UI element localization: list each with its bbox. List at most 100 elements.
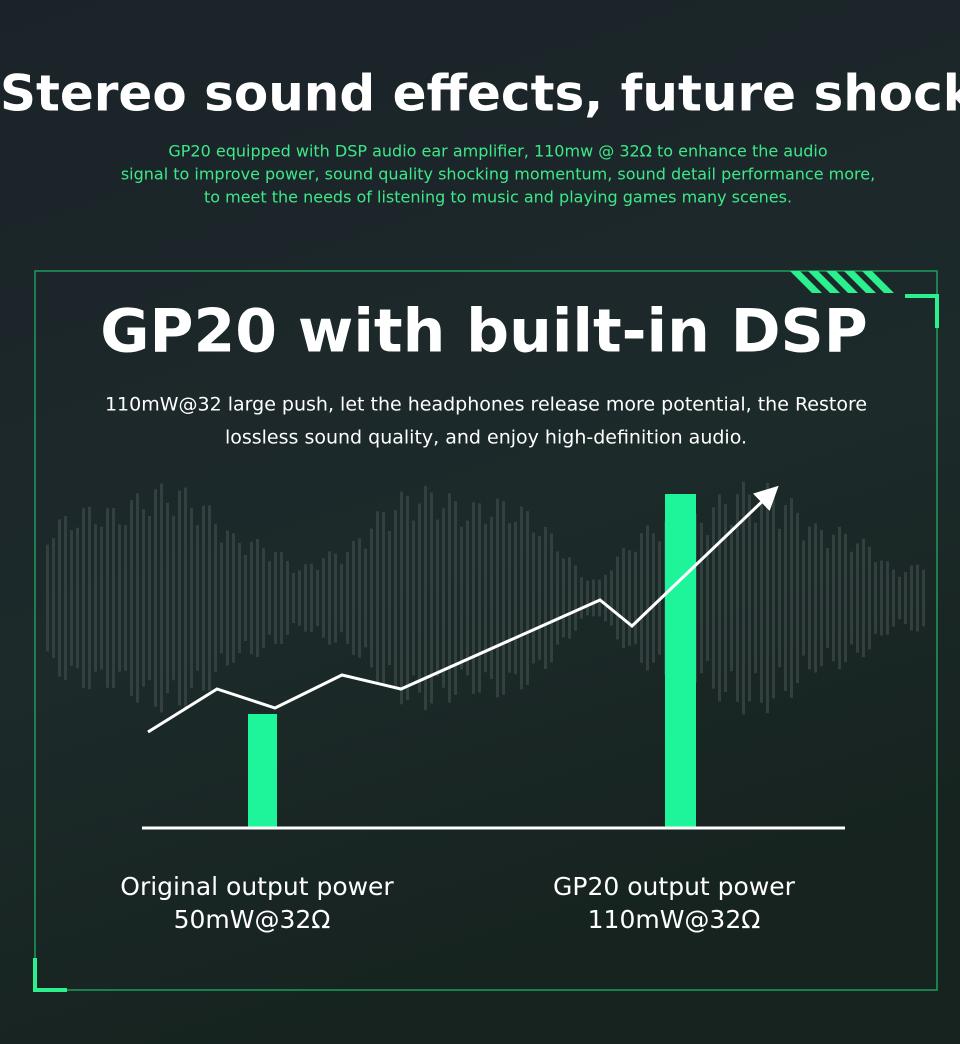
wave-bar [94,524,97,672]
wave-bar [214,524,217,672]
wave-bar [862,538,865,658]
corner-accent [905,294,939,328]
wave-bar [454,501,457,695]
item-spec: 110mW@32Ω [588,905,761,934]
wave-bar [574,565,577,631]
wave-bar [232,533,235,663]
wave-bar [508,523,511,673]
panel-description: 110mW@32 large push, let the headphones … [105,394,867,416]
wave-bar [742,481,745,715]
bar [248,714,277,828]
wave-bar [538,536,541,660]
wave-bar [58,519,61,677]
wave-bar [652,533,655,663]
wave-bar [502,501,505,695]
wave-bar [178,490,181,706]
wave-bar [832,534,835,662]
wave-bar [736,494,739,702]
wave-bar [46,544,49,652]
wave-bar [160,483,163,713]
wave-bar [292,572,295,624]
wave-bar [490,516,493,680]
wave-bar [394,510,397,686]
wave-bar [646,525,649,671]
panel-title: GP20 with built-in DSP [100,297,867,367]
wave-bar [136,493,139,703]
wave-bar [64,515,67,681]
wave-bar [760,493,763,703]
wave-bar [910,565,913,631]
wave-bar [790,498,793,698]
wave-bar [70,530,73,666]
title: Stereo sound effects, future shock [0,65,960,123]
wave-bar [436,519,439,677]
wave-bar [118,524,121,672]
wave-bar [640,533,643,663]
wave-bar [604,574,607,622]
wave-bar [526,511,529,685]
wave-bar [868,546,871,650]
wave-bar [190,507,193,689]
wave-bar [844,533,847,663]
wave-bar [328,551,331,645]
wave-bar [142,509,145,687]
wave-bar [358,538,361,658]
wave-bar [166,502,169,694]
wave-bar [406,495,409,701]
wave-bar [892,569,895,627]
wave-bar [448,493,451,703]
wave-bar [370,528,373,668]
wave-bar [154,489,157,707]
wave-bar [838,526,841,670]
wave-bar [280,551,283,645]
wave-bar [220,542,223,654]
wave-bar [808,526,811,670]
item-name: GP20 output power [553,872,796,901]
wave-bar [226,530,229,666]
corner-accent [33,958,67,992]
wave-bar [766,482,769,714]
panel-description: lossless sound quality, and enjoy high-d… [225,427,747,449]
wave-bar [586,580,589,616]
wave-bar [52,538,55,658]
wave-bar [616,556,619,640]
wave-bar [904,571,907,625]
wave-bar [544,526,547,670]
subtitle-line: GP20 equipped with DSP audio ear amplifi… [168,142,827,161]
wave-bar [442,508,445,688]
wave-bar [424,485,427,711]
wave-bar [562,558,565,638]
wave-bar [484,523,487,673]
wave-bar [820,529,823,667]
stripes [790,271,894,293]
wave-bar [112,508,115,688]
bar [665,494,696,828]
wave-bar [532,532,535,664]
wave-bar [598,579,601,617]
wave-bar [730,524,733,672]
wave-bar [172,515,175,681]
wave-bar [340,563,343,633]
wave-bar [202,505,205,691]
wave-bar [76,527,79,669]
wave-bar [772,497,775,699]
wave-bar [316,569,319,627]
item-spec: 50mW@32Ω [174,905,331,934]
wave-bar [850,551,853,645]
wave-bar [802,540,805,656]
wave-bar [472,502,475,694]
item-name: Original output power [120,872,394,901]
wave-bar [256,538,259,658]
wave-bar [778,528,781,668]
wave-bar [208,505,211,691]
wave-bar [82,508,85,688]
wave-bar [322,558,325,638]
wave-bar [238,542,241,654]
subtitle-line: signal to improve power, sound quality s… [121,165,875,184]
trend-arrow [147,485,779,734]
wave-bar [748,494,751,702]
wave-bar [796,512,799,684]
wave-bar [106,508,109,688]
wave-bar [466,520,469,676]
wave-bar [148,515,151,681]
